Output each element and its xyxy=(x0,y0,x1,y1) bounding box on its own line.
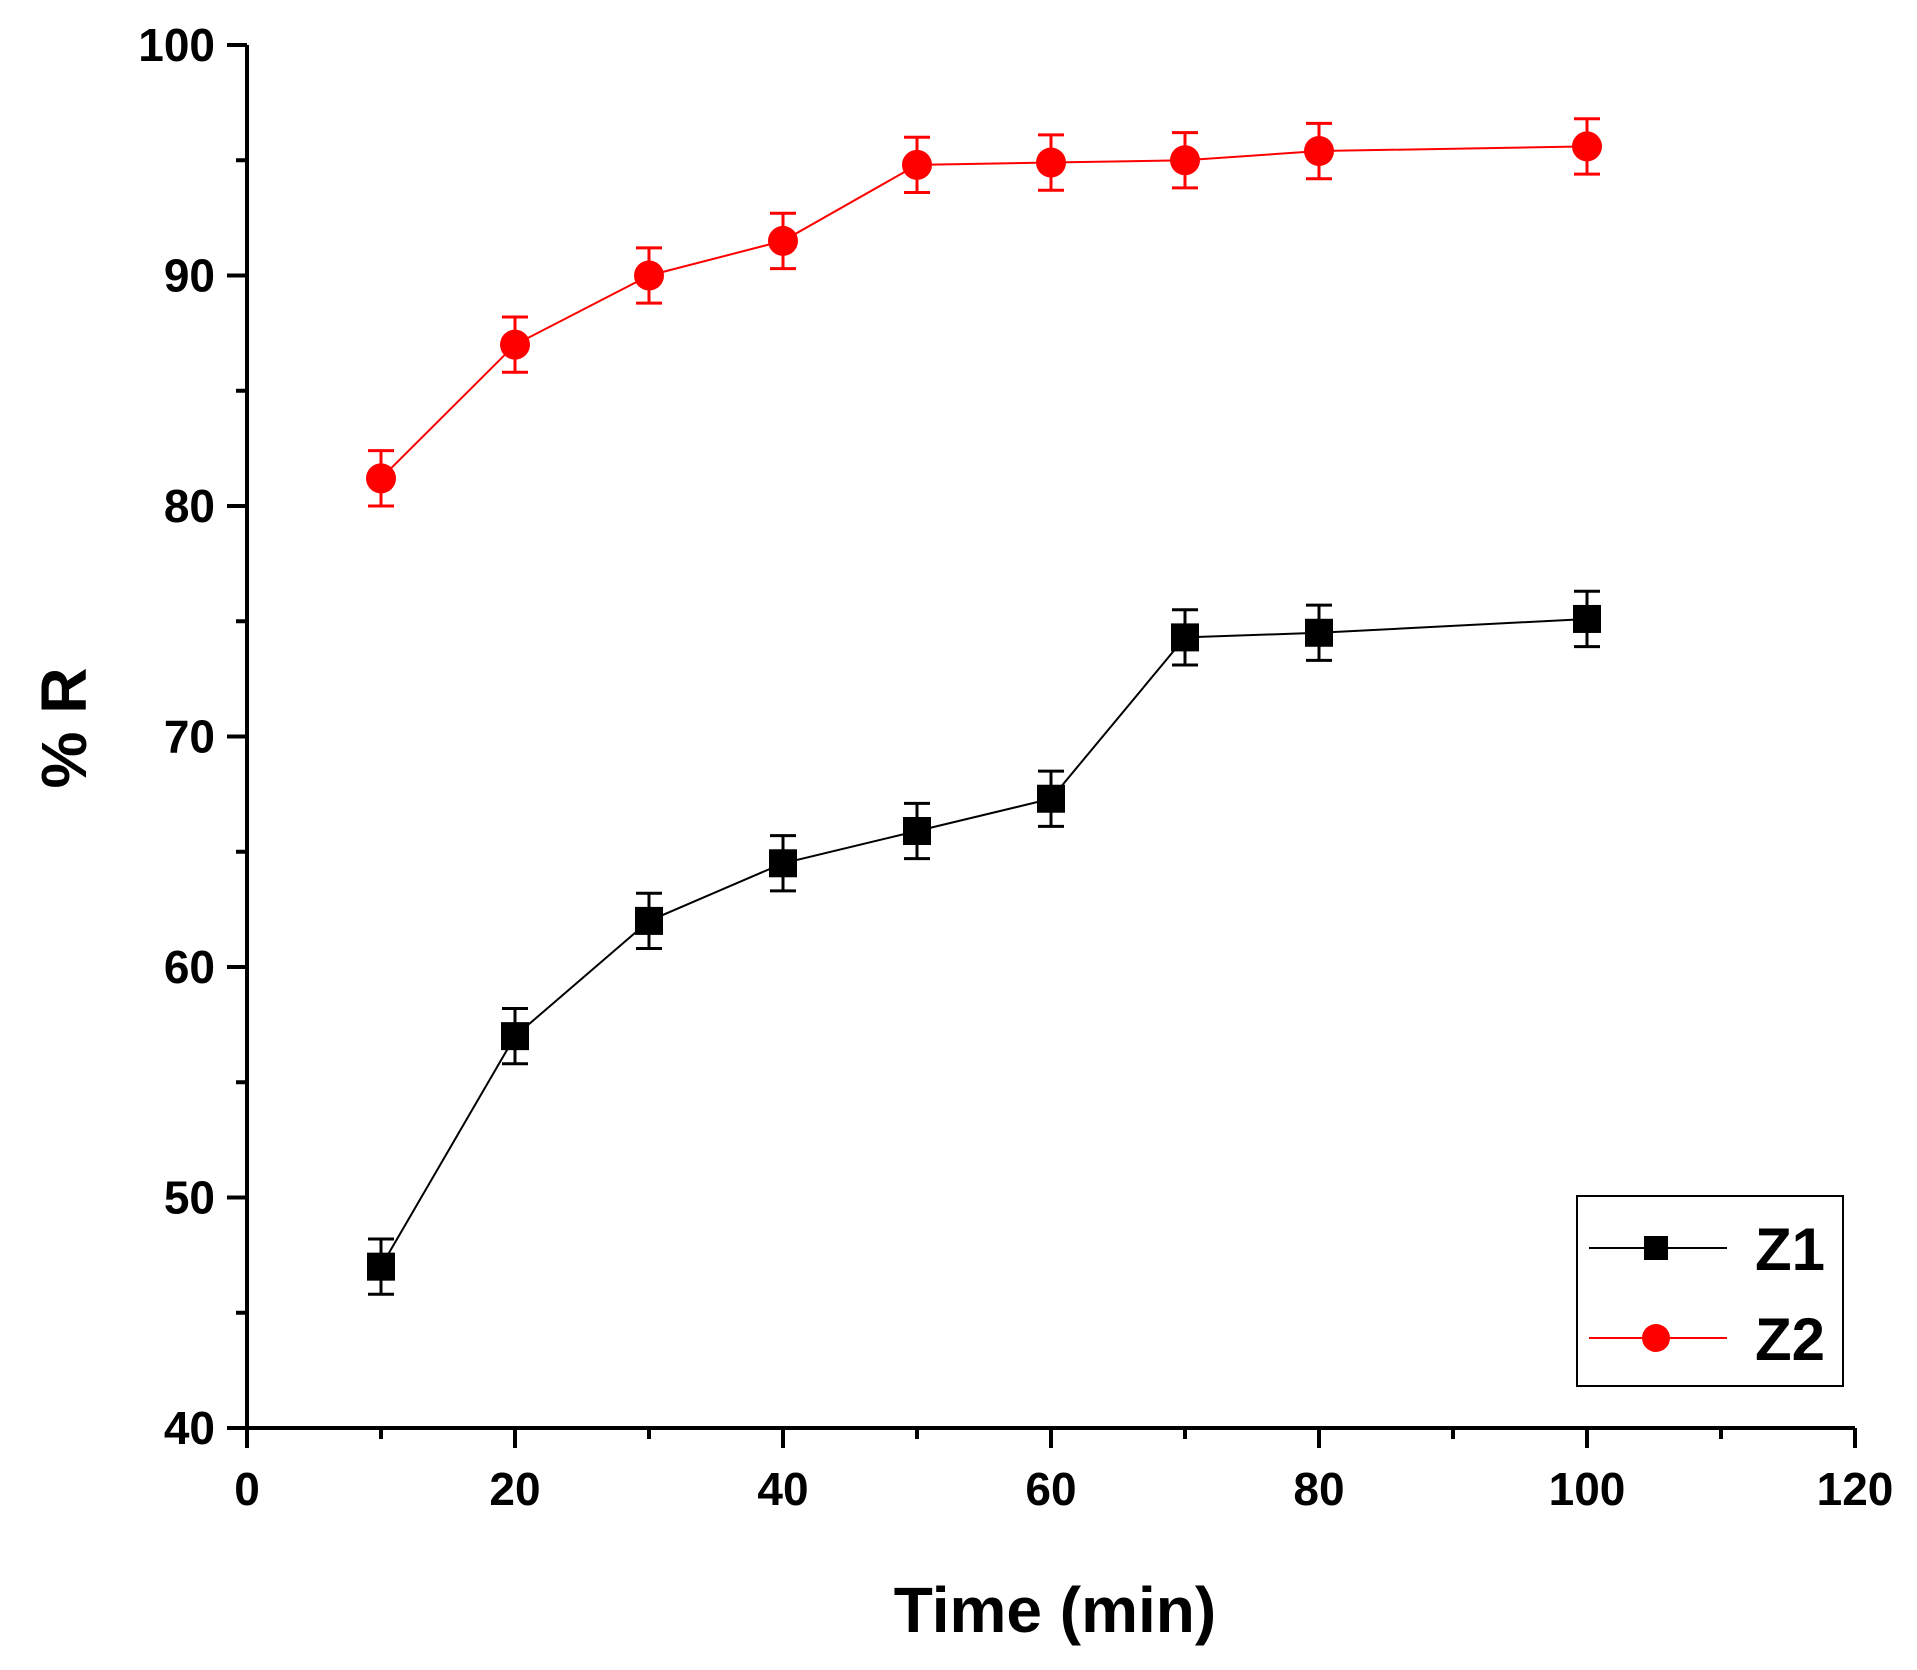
legend-marker xyxy=(1644,1236,1668,1260)
series-z2 xyxy=(366,117,1602,508)
y-tick-label: 50 xyxy=(164,1172,215,1224)
x-tick-label: 60 xyxy=(1025,1463,1076,1515)
y-tick-label: 60 xyxy=(164,941,215,993)
data-point xyxy=(1036,147,1066,178)
legend-label: Z2 xyxy=(1755,1306,1825,1373)
series-line xyxy=(380,145,1588,480)
data-point xyxy=(501,1022,529,1051)
x-tick-label: 0 xyxy=(234,1463,260,1515)
y-tick-label: 100 xyxy=(138,19,215,71)
data-point xyxy=(1305,618,1333,647)
series-line xyxy=(380,617,1588,1268)
x-tick-label: 80 xyxy=(1293,1463,1344,1515)
y-tick-label: 40 xyxy=(164,1402,215,1454)
data-point xyxy=(366,463,396,494)
legend-item-z1: Z1 xyxy=(1589,1216,1825,1283)
y-axis-label: % R xyxy=(28,668,100,789)
axes: 40 50 60 70 80 90 100 0 20 40 60 80 100 120 xyxy=(138,19,1893,1515)
x-axis-label: Time (min) xyxy=(894,1574,1216,1646)
data-point xyxy=(1170,145,1200,176)
legend-box xyxy=(1576,1195,1844,1387)
data-point xyxy=(635,906,663,935)
x-tick-label: 120 xyxy=(1817,1463,1894,1515)
data-point xyxy=(367,1252,395,1281)
series-z1 xyxy=(367,589,1601,1296)
series-layer xyxy=(366,117,1602,1296)
data-point xyxy=(1573,604,1601,633)
x-tick-label: 20 xyxy=(489,1463,540,1515)
y-tick-label: 80 xyxy=(164,480,215,532)
data-point xyxy=(1171,623,1199,652)
data-point xyxy=(903,817,931,846)
data-point xyxy=(902,149,932,180)
legend-label: Z1 xyxy=(1755,1216,1825,1283)
data-point xyxy=(769,849,797,878)
data-point xyxy=(1572,131,1602,162)
x-tick-label: 100 xyxy=(1549,1463,1626,1515)
data-point xyxy=(1304,136,1334,167)
legend-marker xyxy=(1642,1324,1670,1352)
data-point xyxy=(500,329,530,360)
y-tick-label: 90 xyxy=(164,250,215,302)
y-tick-label: 70 xyxy=(164,711,215,763)
data-point xyxy=(1037,784,1065,813)
data-point xyxy=(634,260,664,291)
data-point xyxy=(768,225,798,256)
x-tick-label: 40 xyxy=(757,1463,808,1515)
legend-item-z2: Z2 xyxy=(1589,1306,1825,1373)
